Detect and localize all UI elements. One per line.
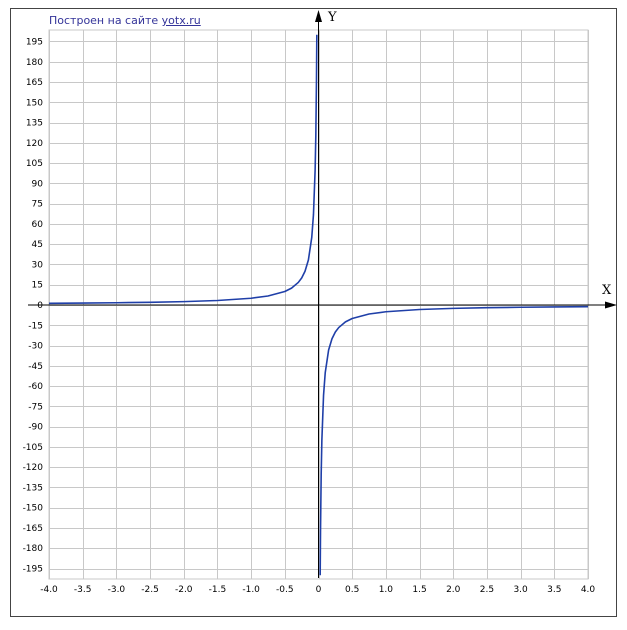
x-tick-label: -1.0 bbox=[242, 585, 260, 595]
x-tick-label: -4.0 bbox=[40, 585, 58, 595]
y-tick-label: 195 bbox=[26, 37, 43, 47]
y-tick-label: 120 bbox=[26, 139, 43, 149]
y-tick-label: -90 bbox=[28, 423, 43, 433]
x-tick-label: 1.5 bbox=[412, 585, 426, 595]
site-credit: Построен на сайте yotx.ru bbox=[49, 14, 201, 27]
y-tick-label: 45 bbox=[32, 240, 43, 250]
y-tick-label: -60 bbox=[28, 382, 43, 392]
x-tick-label: 0.5 bbox=[345, 585, 359, 595]
y-tick-label: -180 bbox=[23, 544, 44, 554]
y-tick-label: 180 bbox=[26, 58, 43, 68]
y-tick-labels: 1951801651501351201059075604530150-15-30… bbox=[23, 37, 44, 574]
credit-link[interactable]: yotx.ru bbox=[161, 14, 201, 27]
curve-branch-2 bbox=[319, 305, 589, 576]
curve-branch-1 bbox=[48, 34, 318, 305]
y-tick-label: -150 bbox=[23, 504, 44, 514]
y-tick-label: 150 bbox=[26, 98, 43, 108]
y-tick-label: -195 bbox=[23, 565, 43, 575]
curves bbox=[48, 34, 589, 576]
y-tick-label: 105 bbox=[26, 159, 43, 169]
y-tick-label: -75 bbox=[28, 402, 43, 412]
x-tick-label: -1.5 bbox=[209, 585, 227, 595]
y-tick-label: 30 bbox=[32, 260, 44, 270]
x-tick-label: -3.5 bbox=[74, 585, 92, 595]
y-tick-label: 60 bbox=[32, 220, 44, 230]
credit-text: Построен на сайте bbox=[49, 14, 159, 27]
x-tick-label: 4.0 bbox=[581, 585, 596, 595]
x-tick-label: 3.5 bbox=[547, 585, 561, 595]
y-tick-label: -135 bbox=[23, 483, 43, 493]
x-tick-label: 1.0 bbox=[379, 585, 394, 595]
chart-frame bbox=[10, 8, 617, 617]
x-axis-label: X bbox=[602, 283, 612, 298]
y-tick-label: 15 bbox=[32, 281, 43, 291]
y-tick-label: 165 bbox=[26, 78, 43, 88]
x-tick-label: 0 bbox=[316, 585, 322, 595]
y-tick-label: -105 bbox=[23, 443, 43, 453]
y-tick-label: -165 bbox=[23, 524, 43, 534]
y-axis-arrow bbox=[315, 10, 322, 22]
y-tick-label: 0 bbox=[37, 301, 43, 311]
y-tick-label: -30 bbox=[28, 342, 43, 352]
x-tick-label: 2.0 bbox=[446, 585, 461, 595]
x-tick-label: -2.5 bbox=[141, 585, 159, 595]
x-axis-arrow bbox=[605, 301, 617, 309]
x-tick-label: -3.0 bbox=[108, 585, 126, 595]
y-tick-label: -45 bbox=[28, 362, 43, 372]
y-tick-label: -15 bbox=[28, 321, 43, 331]
y-tick-label: 135 bbox=[26, 119, 43, 129]
axes bbox=[28, 10, 617, 578]
x-tick-label: -2.0 bbox=[175, 585, 193, 595]
x-tick-label: 2.5 bbox=[480, 585, 494, 595]
y-tick-label: 75 bbox=[32, 200, 43, 210]
x-tick-label: 3.0 bbox=[513, 585, 528, 595]
x-tick-labels: -4.0 -3.5 -3.0 -2.5 -2.0 -1.5 -1.0 -0.5 0 0.5 1.0 1… bbox=[40, 585, 595, 595]
y-tick-label: 90 bbox=[32, 179, 44, 189]
y-axis-label: Y bbox=[327, 10, 337, 25]
x-tick-label: -0.5 bbox=[276, 585, 294, 595]
y-tick-label: -120 bbox=[23, 463, 44, 473]
